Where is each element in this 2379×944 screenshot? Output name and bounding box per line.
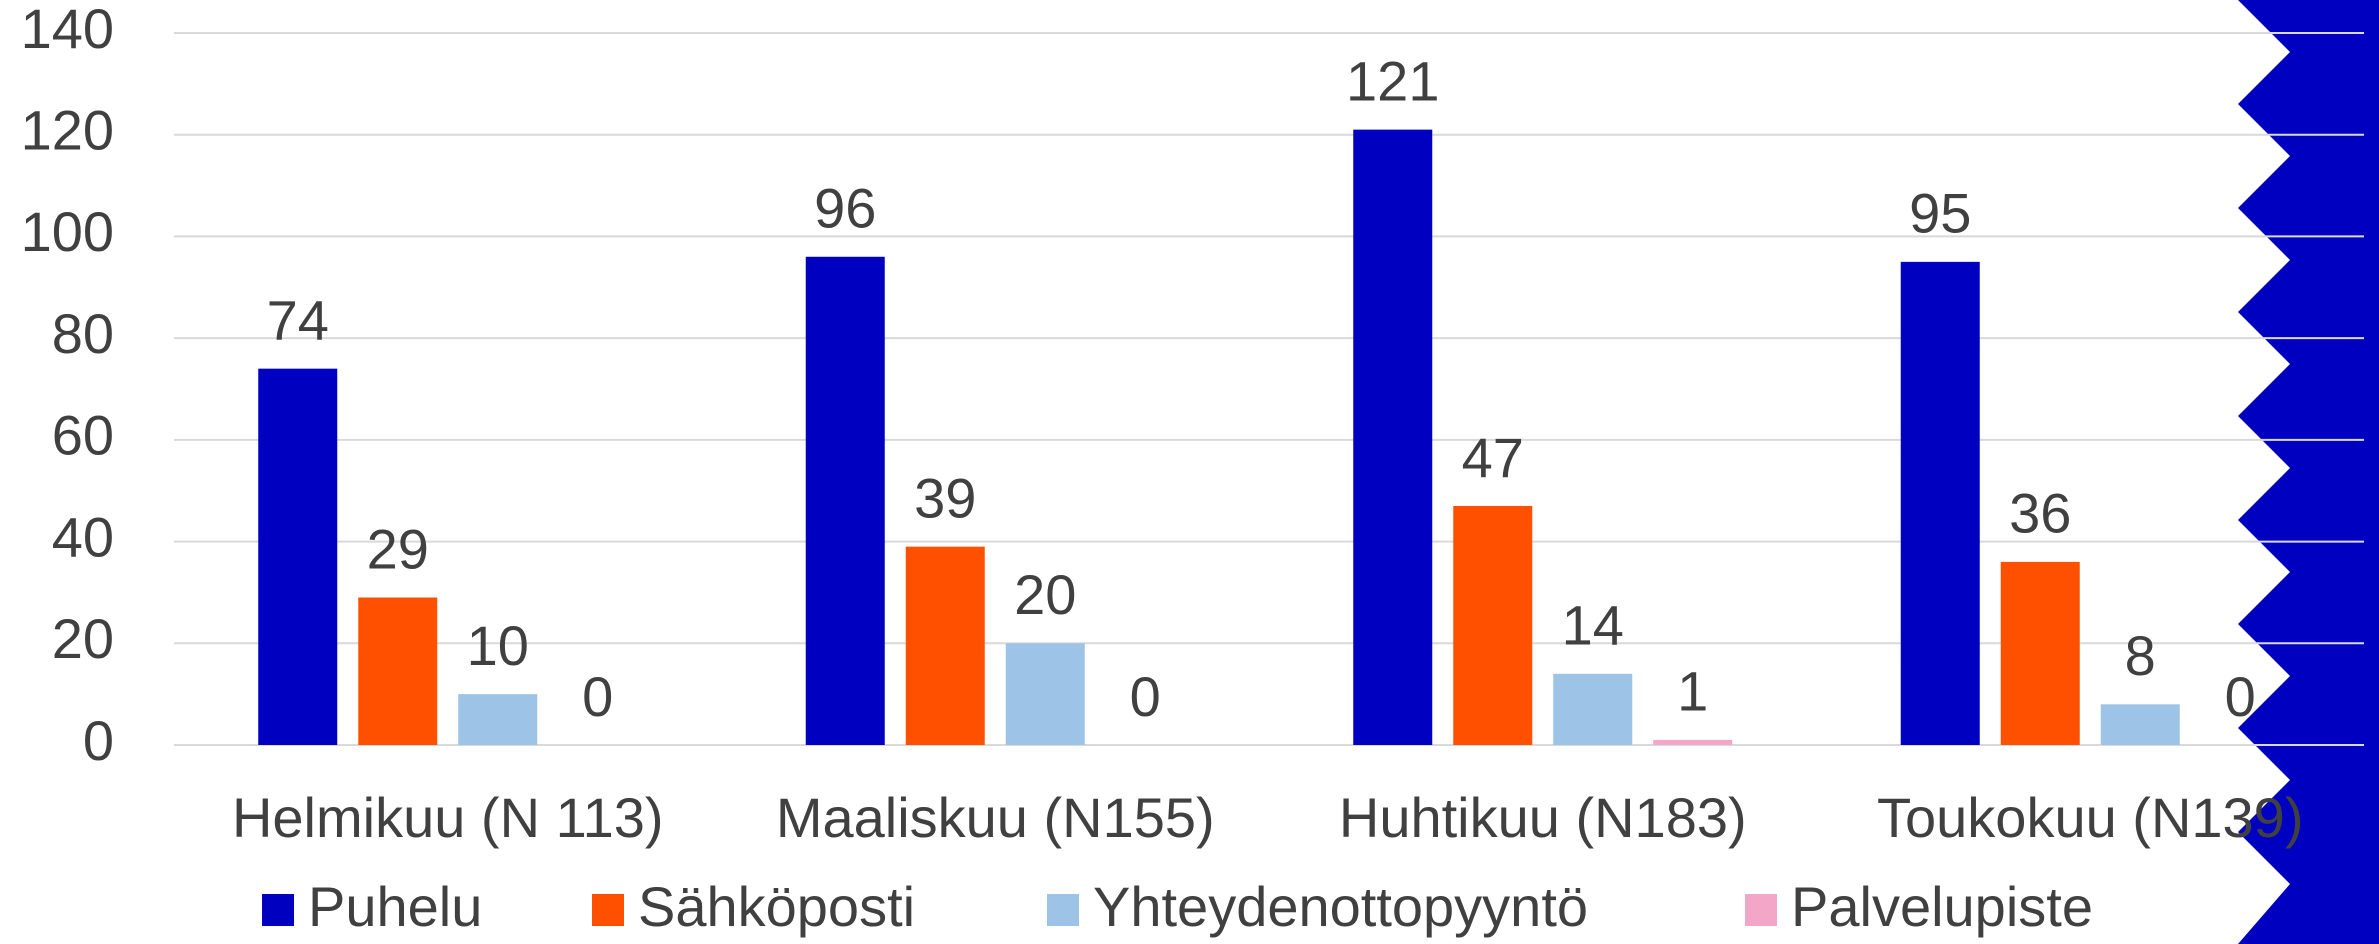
data-label: 0 (582, 665, 613, 728)
bar (1005, 643, 1085, 745)
legend-label: Puhelu (308, 875, 482, 938)
data-label: 0 (2225, 665, 2256, 728)
data-label: 39 (914, 466, 976, 529)
x-tick-label: Toukokuu (N139) (1877, 786, 2303, 849)
data-label: 14 (1562, 594, 1624, 657)
legend-swatch (1047, 894, 1079, 926)
legend-label: Yhteydenottopyyntö (1093, 875, 1588, 938)
data-label: 20 (1014, 563, 1076, 626)
data-label: 95 (1909, 182, 1971, 245)
y-tick-label: 20 (52, 607, 114, 670)
legend-label: Sähköposti (638, 875, 915, 938)
x-tick-label: Maaliskuu (N155) (776, 786, 1215, 849)
data-label: 8 (2125, 624, 2156, 687)
legend-swatch (262, 894, 294, 926)
legend-swatch (1745, 894, 1777, 926)
bar (1553, 673, 1633, 745)
y-tick-label: 0 (83, 709, 114, 772)
data-label: 96 (814, 177, 876, 240)
y-tick-label: 100 (21, 200, 114, 263)
bar (905, 546, 985, 745)
data-label: 121 (1346, 49, 1439, 112)
y-tick-label: 80 (52, 302, 114, 365)
bar (1900, 261, 1980, 745)
data-label: 29 (367, 517, 429, 580)
y-tick-label: 60 (52, 404, 114, 467)
data-label: 36 (2009, 482, 2071, 545)
data-label: 0 (1130, 665, 1161, 728)
bar (2000, 561, 2080, 745)
bar (805, 256, 885, 745)
y-tick-label: 140 (21, 0, 114, 60)
bar (358, 597, 438, 745)
data-label: 74 (267, 288, 329, 351)
bar (258, 368, 338, 745)
data-label: 47 (1462, 426, 1524, 489)
y-tick-label: 40 (52, 505, 114, 568)
data-label: 1 (1677, 660, 1708, 723)
bar (1353, 129, 1433, 746)
legend-label: Palvelupiste (1791, 875, 2093, 938)
bar (458, 694, 538, 745)
data-label: 10 (467, 614, 529, 677)
bar (2100, 704, 2180, 745)
legend-swatch (592, 894, 624, 926)
x-tick-label: Helmikuu (N 113) (232, 786, 664, 849)
bar (1653, 739, 1733, 745)
y-tick-label: 120 (21, 99, 114, 162)
x-tick-label: Huhtikuu (N183) (1339, 786, 1747, 849)
bar (1453, 505, 1533, 745)
